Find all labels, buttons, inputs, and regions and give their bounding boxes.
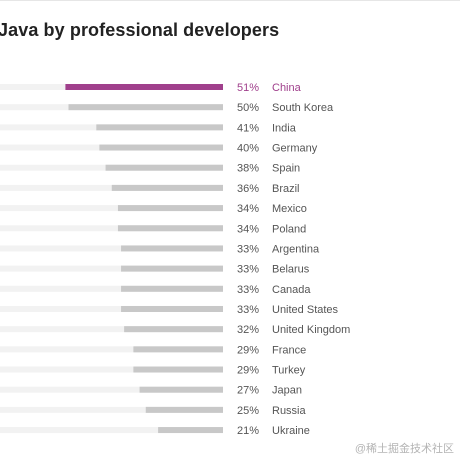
category-label: Mexico: [272, 203, 307, 215]
category-label: France: [272, 344, 306, 356]
category-label: Canada: [272, 284, 311, 296]
category-label: Turkey: [272, 365, 306, 377]
bar: [105, 164, 223, 171]
value-label: 25%: [237, 405, 259, 417]
bar-track: [0, 406, 223, 413]
category-label: Belarus: [272, 264, 310, 276]
value-label: 33%: [237, 304, 259, 316]
category-label: Russia: [272, 405, 307, 417]
bar: [111, 184, 223, 191]
value-label: 33%: [237, 243, 259, 255]
bar: [139, 386, 223, 393]
bar: [121, 285, 223, 292]
top-divider: [0, 0, 460, 1]
bar: [68, 104, 223, 111]
watermark: @稀土掘金技术社区: [354, 443, 454, 455]
bar: [99, 144, 223, 151]
bar-track: [0, 245, 223, 252]
value-label: 36%: [237, 183, 259, 195]
value-label: 29%: [237, 344, 259, 356]
value-label: 38%: [237, 163, 259, 175]
value-label: 40%: [237, 143, 259, 155]
category-label: Spain: [272, 163, 300, 175]
value-label: 33%: [237, 264, 259, 276]
bar-track: [0, 285, 223, 292]
category-label: United Kingdom: [272, 324, 350, 336]
category-label: Argentina: [272, 243, 320, 255]
value-label: 29%: [237, 365, 259, 377]
bar: [145, 406, 223, 413]
value-label: 33%: [237, 284, 259, 296]
bar: [124, 326, 223, 333]
bar: [65, 84, 223, 90]
bar-track: [0, 386, 223, 393]
category-label: Brazil: [272, 183, 300, 195]
bar: [133, 366, 223, 373]
value-label: 50%: [237, 102, 259, 114]
value-label: 41%: [237, 122, 259, 134]
value-label: 34%: [237, 223, 259, 235]
bar-track: [0, 184, 223, 191]
bar: [117, 225, 223, 232]
value-label: 27%: [237, 385, 259, 397]
bar-track: [0, 427, 223, 434]
bar-track: [0, 205, 223, 212]
category-label: Japan: [272, 385, 302, 397]
category-label: Ukraine: [272, 425, 310, 437]
category-label: United States: [272, 304, 339, 316]
bar-track: [0, 366, 223, 373]
bar: [121, 305, 223, 312]
value-label: 32%: [237, 324, 259, 336]
bar-track: [0, 346, 223, 353]
bar: [121, 265, 223, 272]
value-label: 34%: [237, 203, 259, 215]
bar-track: [0, 265, 223, 272]
bar-track: [0, 326, 223, 333]
bar: [158, 427, 223, 434]
bar-track: [0, 225, 223, 232]
bar: [121, 245, 223, 252]
value-label: 51%: [237, 82, 259, 94]
bar: [133, 346, 223, 353]
category-label: Germany: [272, 143, 318, 155]
bar: [117, 205, 223, 212]
category-label: China: [272, 82, 302, 94]
bar-track: [0, 305, 223, 312]
chart-title: Java by professional developers: [0, 20, 280, 40]
value-label: 21%: [237, 425, 259, 437]
category-label: South Korea: [272, 102, 334, 114]
category-label: Poland: [272, 223, 306, 235]
category-label: India: [272, 122, 297, 134]
bar: [96, 124, 223, 131]
